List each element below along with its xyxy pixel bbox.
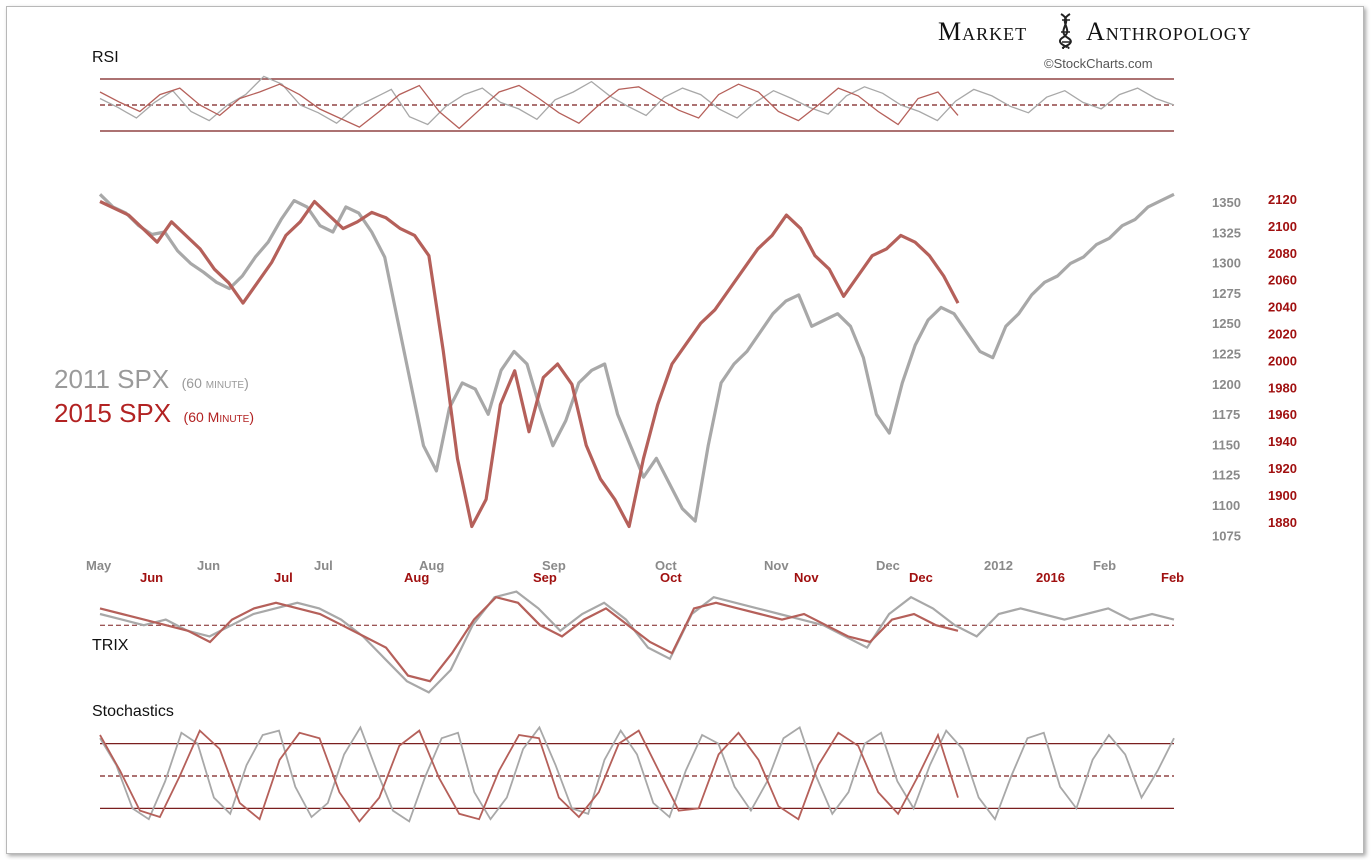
y-right-tick: 2060 [1268,273,1297,288]
y-left-tick: 1325 [1212,225,1241,240]
y-left-tick: 1100 [1212,498,1240,513]
y-right-tick: 2000 [1268,353,1297,368]
legend-2015: 2015 SPX (60 Minute) [54,398,254,428]
chart-frame [6,6,1364,854]
y-right-tick: 2080 [1268,246,1297,261]
y-left-tick: 1200 [1212,377,1241,392]
legend-2011-sub: (60 minute) [182,375,249,391]
x-tick-2011: Jun [197,558,220,573]
y-right-tick: 2040 [1268,300,1297,315]
y-left-tick: 1150 [1212,437,1240,452]
x-tick-2011: Jul [314,558,333,573]
y-right-tick: 1940 [1268,434,1297,449]
y-left-tick: 1075 [1212,528,1241,543]
y-right-tick: 2120 [1268,192,1297,207]
x-tick-2015: Feb [1161,570,1184,585]
legend-2011: 2011 SPX (60 minute) [54,364,249,394]
price-plot [98,192,1175,529]
dna-helix-icon [1059,13,1072,49]
price-line-2011 [98,192,1175,523]
rsi-line-2015 [99,83,959,130]
x-tick-2015: Aug [404,570,429,585]
y-left-tick: 1225 [1212,347,1241,362]
x-tick-2011: Dec [876,558,900,573]
stoch-line-2011 [99,725,1175,823]
y-left-tick: 1300 [1212,256,1241,271]
x-tick-2011: May [86,558,112,573]
x-tick-2011: Aug [419,558,444,573]
y-left-tick: 1275 [1212,286,1241,301]
trix-line-2011 [99,590,1175,694]
legend-2015-main: 2015 SPX [54,398,171,428]
brand-right: Anthropology [1086,17,1252,46]
y-left-tick: 1125 [1212,468,1240,483]
x-tick-2015: Jul [274,570,293,585]
price-line-2015 [99,199,960,529]
y-right-tick: 1920 [1268,461,1297,476]
y-left-tick: 1175 [1212,407,1240,422]
y-right-tick: 1900 [1268,488,1297,503]
credit-text: ©StockCharts.com [1044,56,1153,71]
x-tick-2015: 2016 [1036,570,1065,585]
x-tick-2015: Nov [794,570,819,585]
rsi-label: RSI [92,49,119,66]
stochastics-plot [99,725,1175,823]
y-right-tick: 2100 [1268,219,1297,234]
x-tick-2011: Nov [764,558,789,573]
y-left-tick: 1250 [1212,316,1241,331]
x-tick-2015: Oct [660,570,682,585]
x-tick-2015: Dec [909,570,933,585]
x-tick-2011: Feb [1093,558,1116,573]
x-tick-2015: Sep [533,570,557,585]
rsi-plot [99,75,1175,132]
x-tick-2011: Oct [655,558,677,573]
legend-2011-main: 2011 SPX [54,364,169,394]
rsi-line-2011 [99,75,1175,126]
stochastics-label: Stochastics [92,703,174,720]
trix-line-2015 [99,595,959,683]
x-tick-2011: Sep [542,558,566,573]
trix-plot [99,590,1175,694]
axis-labels: 1350 1325 1300 1275 1250 1225 1200 1175 1150 1125… [86,192,1297,585]
y-right-tick: 1980 [1268,380,1297,395]
legend-2015-sub: (60 Minute) [184,409,254,425]
trix-label: TRIX [92,637,129,654]
brand-left: Market [938,17,1027,46]
x-tick-2015: Jun [140,570,163,585]
stoch-line-2015 [99,729,959,823]
x-tick-2011: 2012 [984,558,1013,573]
y-right-tick: 1960 [1268,407,1297,422]
y-right-tick: 2020 [1268,327,1297,342]
y-right-tick: 1880 [1268,515,1297,530]
y-left-tick: 1350 [1212,195,1241,210]
